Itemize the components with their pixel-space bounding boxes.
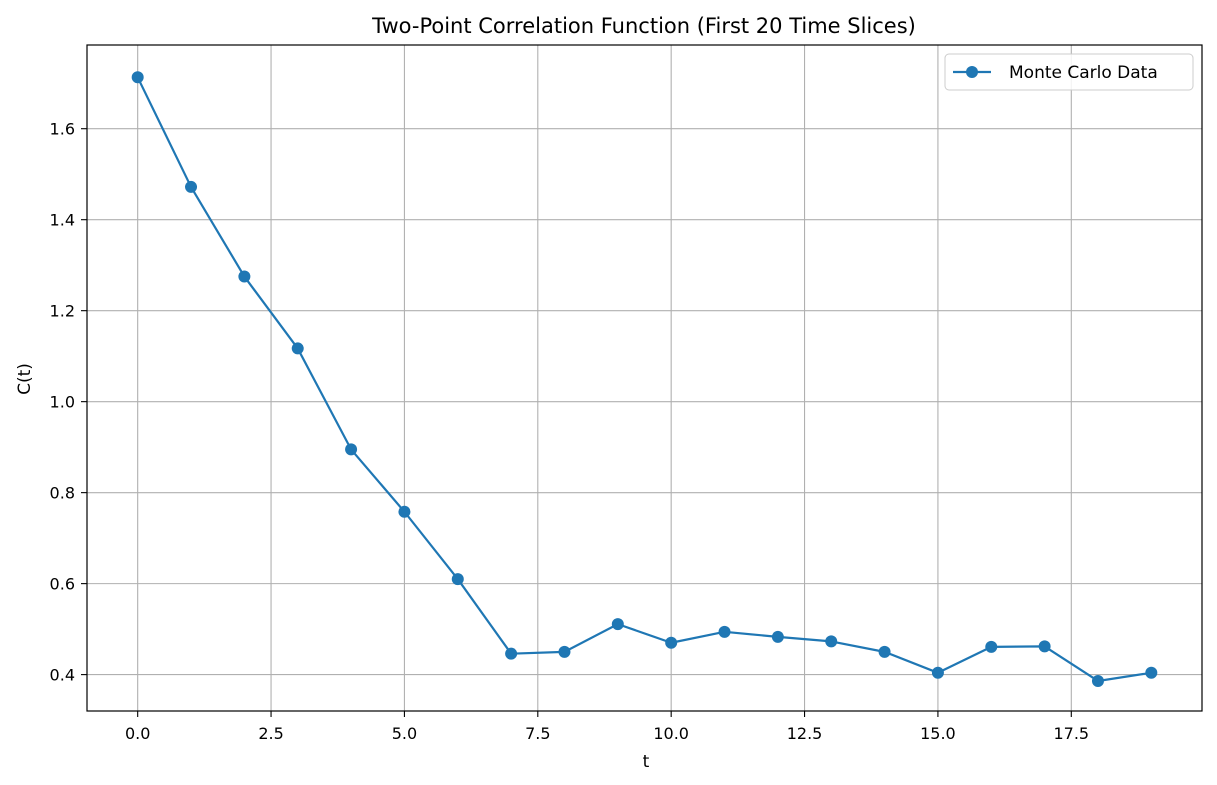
- chart-title: Two-Point Correlation Function (First 20…: [371, 14, 916, 38]
- legend-label-monte-carlo-data: Monte Carlo Data: [1009, 63, 1158, 83]
- data-point: [718, 625, 731, 638]
- data-point: [878, 645, 891, 658]
- legend-box: [944, 53, 1194, 91]
- grid: [87, 45, 1202, 711]
- legend: Monte Carlo Data: [944, 53, 1194, 91]
- data-point: [771, 630, 784, 643]
- data-point: [825, 635, 838, 648]
- y-tick-label: 1.4: [50, 211, 75, 230]
- x-tick-label: 2.5: [258, 724, 283, 743]
- data-point: [1145, 666, 1158, 679]
- data-point: [558, 645, 571, 658]
- x-tick-label: 0.0: [125, 724, 150, 743]
- y-tick-label: 1.6: [50, 120, 75, 139]
- data-point: [185, 180, 198, 193]
- data-point: [131, 71, 144, 84]
- data-point: [611, 618, 624, 631]
- series-layer: [131, 71, 1158, 687]
- y-tick-label: 1.0: [50, 393, 75, 412]
- data-point: [451, 573, 464, 586]
- data-point: [1091, 674, 1104, 687]
- series-line: [136, 76, 1152, 683]
- y-tick-label: 0.6: [50, 575, 75, 594]
- x-tick-label: 7.5: [525, 724, 550, 743]
- x-axis-label: t: [643, 752, 650, 772]
- x-tick-label: 5.0: [392, 724, 417, 743]
- y-tick-label: 1.2: [50, 302, 75, 321]
- data-point: [345, 443, 358, 456]
- y-tick-label: 0.4: [50, 666, 75, 685]
- y-axis-ticks: 0.4 0.6 0.8 1.0 1.2 1.4 1.6: [50, 120, 87, 685]
- y-axis-label: C(t): [15, 363, 35, 395]
- data-point: [665, 636, 678, 649]
- data-point: [931, 666, 944, 679]
- data-point: [1038, 640, 1051, 653]
- data-point: [985, 640, 998, 653]
- data-point: [238, 270, 251, 283]
- x-tick-label: 15.0: [920, 724, 956, 743]
- x-tick-label: 12.5: [787, 724, 823, 743]
- x-tick-label: 17.5: [1053, 724, 1089, 743]
- x-axis-ticks: 0.0 2.5 5.0 7.5 10.0 12.5 15.0 17.5: [125, 711, 1089, 743]
- data-point: [398, 505, 411, 518]
- data-point: [291, 342, 304, 355]
- data-point: [505, 647, 518, 660]
- plot-frame: [86, 44, 1203, 712]
- y-tick-label: 0.8: [50, 484, 75, 503]
- legend-marker: [966, 66, 978, 78]
- x-tick-label: 10.0: [653, 724, 689, 743]
